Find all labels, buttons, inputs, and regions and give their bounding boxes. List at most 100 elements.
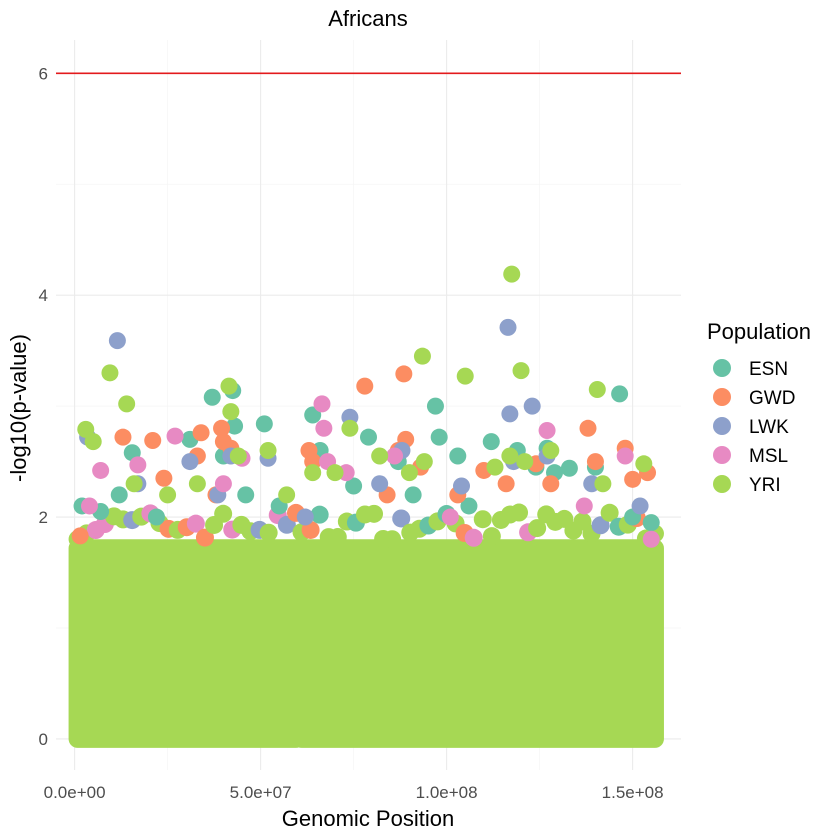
point-gwd xyxy=(213,419,231,437)
dense-edge-point xyxy=(214,504,233,523)
point-yri xyxy=(188,475,206,493)
point-esn xyxy=(426,397,444,415)
point-gwd xyxy=(497,475,515,493)
point-yri xyxy=(512,362,530,380)
dense-edge-point xyxy=(464,528,483,547)
dense-edge-point xyxy=(195,528,214,547)
point-msl xyxy=(80,497,98,515)
dense-edge-point xyxy=(259,523,278,542)
point-lwk xyxy=(499,318,517,336)
dense-edge-point xyxy=(600,503,619,522)
dense-edge-point xyxy=(510,503,529,522)
point-yri xyxy=(486,458,504,476)
point-yri xyxy=(304,464,322,482)
point-esn xyxy=(611,385,629,403)
point-gwd xyxy=(155,469,173,487)
point-yri xyxy=(101,364,119,382)
point-esn xyxy=(482,433,500,451)
point-esn xyxy=(255,415,273,433)
legend-key-lwk xyxy=(713,417,731,435)
point-gwd xyxy=(192,424,210,442)
point-yri xyxy=(326,464,344,482)
point-gwd xyxy=(542,475,560,493)
legend-key-esn xyxy=(713,359,731,377)
point-msl xyxy=(441,508,459,526)
point-msl xyxy=(129,456,147,474)
point-esn xyxy=(642,514,660,532)
point-yri xyxy=(371,447,389,465)
point-esn xyxy=(449,447,467,465)
point-msl xyxy=(313,395,331,413)
dense-edge-point xyxy=(328,528,347,547)
dense-edge-point xyxy=(392,509,411,528)
x-tick-label: 5.0e+07 xyxy=(230,783,292,802)
point-gwd xyxy=(586,453,604,471)
point-yri xyxy=(588,380,606,398)
point-yri xyxy=(456,367,474,385)
point-lwk xyxy=(523,397,541,415)
legend-key-yri xyxy=(713,475,731,493)
point-gwd xyxy=(144,432,162,450)
point-yri xyxy=(415,453,433,471)
data-points xyxy=(71,265,660,548)
legend-label-gwd: GWD xyxy=(749,388,795,409)
x-tick-label: 1.0e+08 xyxy=(416,783,478,802)
point-lwk xyxy=(631,497,649,515)
legend-label-lwk: LWK xyxy=(749,417,789,438)
point-yri xyxy=(229,447,247,465)
dense-edge-point xyxy=(482,527,501,546)
chart-title: Africans xyxy=(328,6,407,31)
point-yri xyxy=(542,441,560,459)
point-msl xyxy=(616,447,634,465)
point-esn xyxy=(147,508,165,526)
point-yri xyxy=(259,441,277,459)
dense-edge-point xyxy=(383,530,402,549)
point-esn xyxy=(226,417,244,435)
dense-edge-point xyxy=(310,505,329,524)
point-esn xyxy=(203,388,221,406)
dense-point-mass xyxy=(292,539,664,748)
point-gwd xyxy=(356,377,374,395)
point-yri xyxy=(594,475,612,493)
dense-point-mass xyxy=(68,539,305,748)
point-yri xyxy=(503,265,521,283)
point-yri xyxy=(278,486,296,504)
y-axis-title: -log10(p-value) xyxy=(6,334,31,482)
point-esn xyxy=(110,486,128,504)
point-yri xyxy=(84,433,102,451)
point-yri xyxy=(501,447,519,465)
y-tick-label: 2 xyxy=(39,508,48,527)
dense-edge-point xyxy=(186,514,205,533)
point-esn xyxy=(237,486,255,504)
point-msl xyxy=(575,497,593,515)
point-yri xyxy=(159,486,177,504)
point-lwk xyxy=(108,332,126,350)
point-msl xyxy=(315,419,333,437)
y-tick-label: 6 xyxy=(39,64,48,83)
point-msl xyxy=(166,427,184,445)
point-lwk xyxy=(453,477,471,495)
dense-edge-point xyxy=(528,519,547,538)
point-gwd xyxy=(579,419,597,437)
point-yri xyxy=(341,419,359,437)
point-lwk xyxy=(501,405,519,423)
point-esn xyxy=(360,428,377,446)
point-lwk xyxy=(181,453,199,471)
point-yri xyxy=(413,347,431,365)
point-esn xyxy=(345,477,363,495)
axis-ticks: 0.0e+00 5.0e+07 1.0e+08 1.5e+08 0 2 4 6 xyxy=(39,64,664,802)
point-esn xyxy=(460,497,478,515)
point-gwd xyxy=(395,365,413,383)
point-esn xyxy=(304,406,322,424)
point-msl xyxy=(642,530,660,548)
y-tick-label: 0 xyxy=(39,730,48,749)
x-tick-label: 0.0e+00 xyxy=(44,783,106,802)
point-msl xyxy=(214,475,232,493)
point-yri xyxy=(635,455,653,473)
legend-key-gwd xyxy=(713,388,731,406)
point-msl xyxy=(538,422,556,440)
x-tick-label: 1.5e+08 xyxy=(602,783,664,802)
point-msl xyxy=(386,447,404,465)
point-yri xyxy=(222,403,240,421)
point-lwk xyxy=(296,508,314,526)
